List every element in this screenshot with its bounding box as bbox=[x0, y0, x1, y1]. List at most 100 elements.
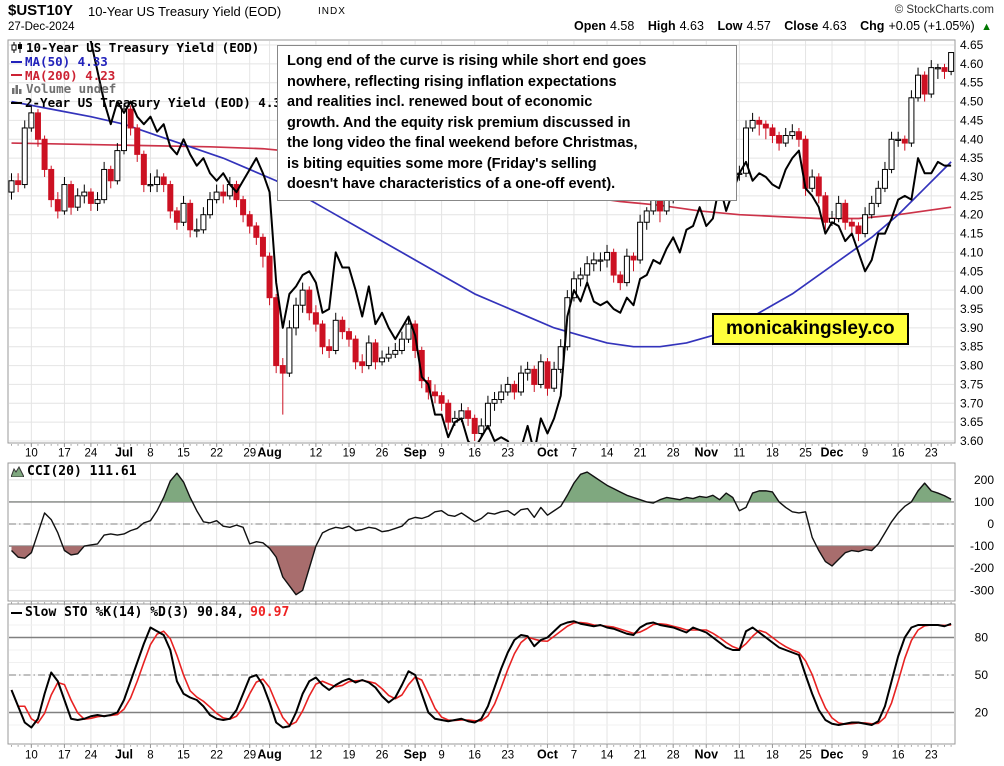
svg-text:Nov: Nov bbox=[694, 446, 718, 460]
svg-text:22: 22 bbox=[210, 750, 223, 762]
cci-area-icon bbox=[11, 466, 24, 477]
instrument-name: 10-Year US Treasury Yield (EOD) bbox=[88, 4, 282, 19]
svg-text:29: 29 bbox=[243, 750, 256, 762]
svg-text:25: 25 bbox=[799, 750, 812, 762]
sto-legend-label: Slow STO %K(14) %D(3) 90.84, bbox=[25, 605, 245, 620]
legend-item-ma50: MA(50) 4.33 bbox=[11, 54, 288, 69]
svg-text:80: 80 bbox=[975, 631, 989, 645]
svg-text:17: 17 bbox=[58, 448, 71, 460]
cci-legend-label: CCI(20) 111.61 bbox=[27, 464, 137, 479]
svg-text:Aug: Aug bbox=[257, 446, 281, 460]
ust2y-line-swatch-icon bbox=[11, 102, 22, 105]
svg-text:3.60: 3.60 bbox=[960, 434, 984, 448]
svg-text:100: 100 bbox=[974, 495, 994, 509]
svg-text:4.30: 4.30 bbox=[960, 170, 984, 184]
svg-text:15: 15 bbox=[177, 750, 190, 762]
svg-text:28: 28 bbox=[667, 750, 680, 762]
svg-text:7: 7 bbox=[571, 750, 577, 762]
svg-text:4.00: 4.00 bbox=[960, 283, 984, 297]
change-up-arrow-icon: ▲ bbox=[981, 21, 992, 33]
svg-text:16: 16 bbox=[892, 448, 905, 460]
svg-text:-200: -200 bbox=[970, 561, 994, 575]
svg-text:4.50: 4.50 bbox=[960, 95, 984, 109]
svg-text:28: 28 bbox=[667, 448, 680, 460]
svg-text:4.25: 4.25 bbox=[960, 189, 984, 203]
change-value: +0.05 (+1.05%) bbox=[888, 19, 975, 33]
copyright-text: © StockCharts.com bbox=[894, 4, 994, 16]
legend-item-label: 10-Year US Treasury Yield (EOD) bbox=[26, 40, 260, 55]
svg-text:24: 24 bbox=[85, 448, 98, 460]
svg-text:0: 0 bbox=[987, 517, 994, 531]
svg-text:Jul: Jul bbox=[115, 748, 133, 762]
close-label: Close bbox=[784, 19, 819, 33]
annotation-note: Long end of the curve is rising while sh… bbox=[277, 45, 737, 201]
legend-item-label: MA(200) 4.23 bbox=[25, 67, 116, 83]
svg-text:Oct: Oct bbox=[537, 748, 559, 762]
main-chart-legend: 10-Year US Treasury Yield (EOD) MA(50) 4… bbox=[11, 41, 288, 110]
ohlc-quote-row: Open 4.58 High 4.63 Low 4.57 Close 4.63 Chg +… bbox=[574, 19, 992, 33]
volume-bars-icon bbox=[11, 84, 23, 95]
svg-text:22: 22 bbox=[210, 448, 223, 460]
svg-text:8: 8 bbox=[147, 750, 153, 762]
svg-text:Dec: Dec bbox=[821, 446, 844, 460]
svg-text:26: 26 bbox=[376, 750, 389, 762]
svg-text:29: 29 bbox=[243, 448, 256, 460]
svg-text:10: 10 bbox=[25, 448, 38, 460]
svg-text:3.65: 3.65 bbox=[960, 415, 984, 429]
svg-text:12: 12 bbox=[309, 750, 322, 762]
svg-text:4.40: 4.40 bbox=[960, 132, 984, 146]
cci-series bbox=[11, 471, 952, 596]
cci-legend: CCI(20) 111.61 bbox=[11, 464, 137, 479]
svg-text:4.55: 4.55 bbox=[960, 76, 984, 90]
legend-item-label: Volume undef bbox=[26, 81, 117, 97]
svg-text:10: 10 bbox=[25, 750, 38, 762]
svg-text:Nov: Nov bbox=[694, 748, 718, 762]
svg-text:9: 9 bbox=[862, 448, 868, 460]
svg-text:3.70: 3.70 bbox=[960, 396, 984, 410]
svg-text:Sep: Sep bbox=[404, 446, 427, 460]
svg-text:3.85: 3.85 bbox=[960, 340, 984, 354]
svg-text:19: 19 bbox=[343, 448, 356, 460]
svg-text:17: 17 bbox=[58, 750, 71, 762]
svg-text:14: 14 bbox=[601, 448, 614, 460]
svg-text:3.95: 3.95 bbox=[960, 302, 984, 316]
change-label: Chg bbox=[860, 19, 885, 33]
legend-item-price: 10-Year US Treasury Yield (EOD) bbox=[11, 41, 288, 55]
svg-text:9: 9 bbox=[438, 750, 444, 762]
low-value: 4.57 bbox=[746, 19, 771, 33]
svg-text:16: 16 bbox=[892, 750, 905, 762]
open-value: 4.58 bbox=[610, 19, 635, 33]
svg-text:25: 25 bbox=[799, 448, 812, 460]
svg-text:Dec: Dec bbox=[821, 748, 844, 762]
high-label: High bbox=[647, 19, 676, 33]
svg-text:4.35: 4.35 bbox=[960, 151, 984, 165]
close-value: 4.63 bbox=[822, 19, 847, 33]
chart-date: 27-Dec-2024 bbox=[8, 21, 75, 33]
svg-text:21: 21 bbox=[634, 750, 647, 762]
svg-text:-100: -100 bbox=[970, 539, 994, 553]
svg-text:26: 26 bbox=[376, 448, 389, 460]
svg-text:Sep: Sep bbox=[404, 748, 427, 762]
svg-text:19: 19 bbox=[343, 750, 356, 762]
svg-text:7: 7 bbox=[571, 448, 577, 460]
svg-text:20: 20 bbox=[975, 706, 989, 720]
svg-text:9: 9 bbox=[862, 750, 868, 762]
svg-text:16: 16 bbox=[468, 448, 481, 460]
sto-k-line-swatch-icon bbox=[11, 611, 22, 614]
open-label: Open bbox=[574, 19, 606, 33]
svg-text:Jul: Jul bbox=[115, 446, 133, 460]
ust2y-line bbox=[89, 41, 952, 442]
svg-text:4.05: 4.05 bbox=[960, 264, 984, 278]
svg-text:3.80: 3.80 bbox=[960, 359, 984, 373]
svg-text:21: 21 bbox=[634, 448, 647, 460]
svg-text:11: 11 bbox=[733, 750, 745, 762]
exchange-label: INDX bbox=[318, 6, 346, 17]
svg-text:50: 50 bbox=[975, 668, 989, 682]
high-value: 4.63 bbox=[679, 19, 704, 33]
sto-legend: Slow STO %K(14) %D(3) 90.84, 90.97 bbox=[11, 605, 289, 620]
panel-bg bbox=[8, 463, 955, 601]
low-label: Low bbox=[717, 19, 743, 33]
legend-item-ust2y: 2-Year US Treasury Yield (EOD) 4.33 bbox=[11, 96, 288, 110]
